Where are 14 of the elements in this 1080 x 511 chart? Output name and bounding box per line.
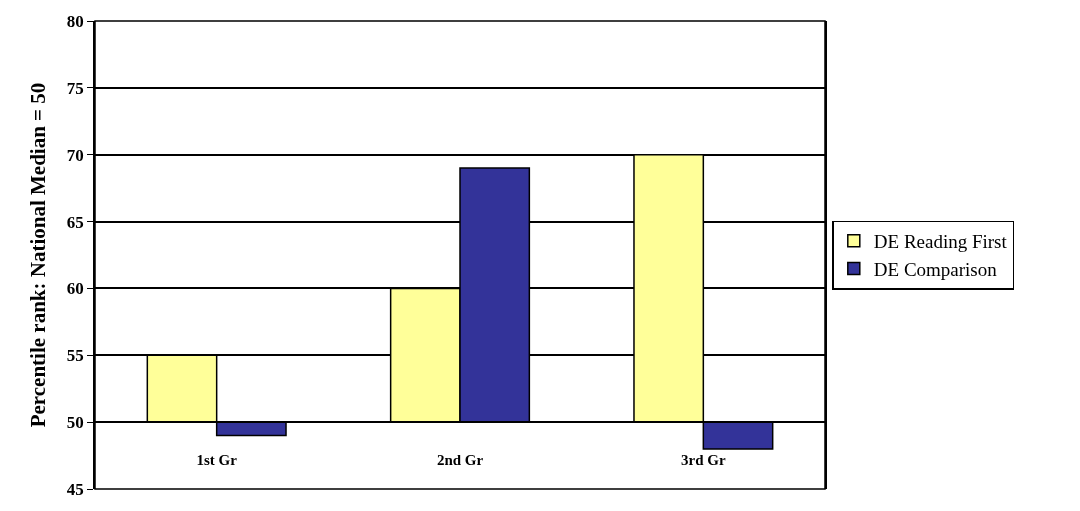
y-tick-label: 45 bbox=[66, 479, 84, 499]
x-tick-label: 3rd Gr bbox=[681, 451, 726, 468]
x-tick-label: 1st Gr bbox=[196, 451, 238, 468]
legend-label: DE Comparison bbox=[873, 258, 998, 280]
y-tick-label: 60 bbox=[66, 279, 84, 299]
y-tick-label: 55 bbox=[66, 346, 84, 366]
legend-label: DE Reading First bbox=[873, 231, 1008, 253]
y-axis-title: Percentile rank: National Median = 50 bbox=[26, 82, 51, 428]
x-tick-label: 2nd Gr bbox=[436, 451, 484, 468]
y-tick-label: 65 bbox=[66, 212, 84, 232]
y-tick-label: 80 bbox=[66, 11, 84, 31]
y-tick-label: 75 bbox=[66, 78, 84, 98]
y-tick-label: 50 bbox=[66, 413, 84, 433]
y-tick-label: 70 bbox=[66, 145, 84, 165]
